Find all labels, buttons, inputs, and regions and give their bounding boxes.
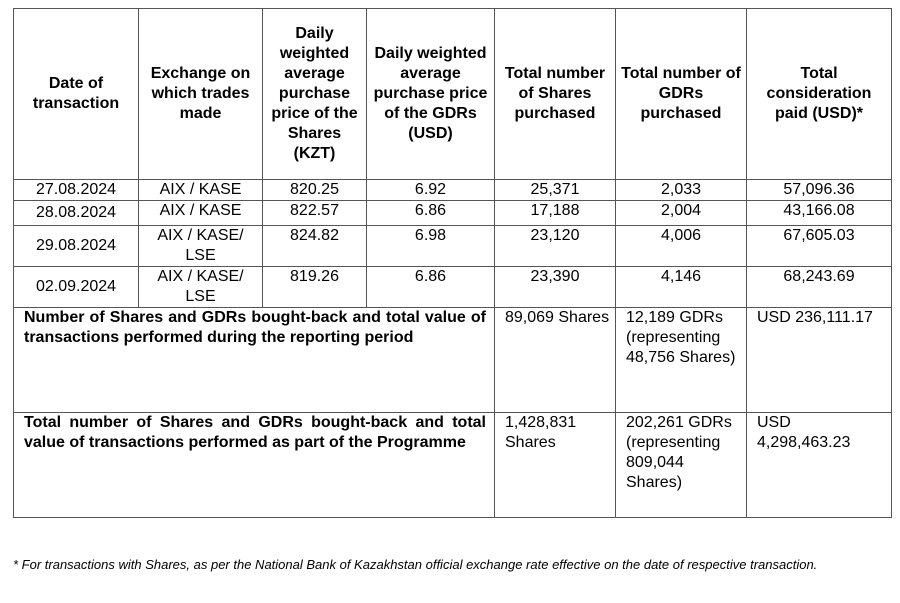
date-cell: 28.08.2024 <box>13 200 139 226</box>
price-shares-cell: 819.26 <box>262 266 367 308</box>
summary-row-programme: Total number of Shares and GDRs bought-b… <box>13 412 892 518</box>
summary-total: USD 4,298,463.23 <box>746 412 892 518</box>
shares-cell: 23,120 <box>494 225 616 267</box>
table-header-row: Date of transaction Exchange on which tr… <box>13 8 892 180</box>
date-cell: 27.08.2024 <box>13 179 139 201</box>
summary-gdrs: 202,261 GDRs (representing 809,044 Share… <box>615 412 747 518</box>
summary-shares: 1,428,831 Shares <box>494 412 616 518</box>
summary-row-reporting-period: Number of Shares and GDRs bought-back an… <box>13 307 892 413</box>
shares-cell: 23,390 <box>494 266 616 308</box>
table-row: 29.08.2024 AIX / KASE/ LSE 824.82 6.98 2… <box>13 225 892 267</box>
price-gdrs-cell: 6.92 <box>366 179 495 201</box>
footnote: * For transactions with Shares, as per t… <box>13 557 818 572</box>
gdrs-cell: 2,033 <box>615 179 747 201</box>
price-shares-cell: 820.25 <box>262 179 367 201</box>
gdrs-cell: 2,004 <box>615 200 747 226</box>
date-cell: 02.09.2024 <box>13 266 139 308</box>
header-date: Date of transaction <box>13 8 139 180</box>
table-row: 28.08.2024 AIX / KASE 822.57 6.86 17,188… <box>13 200 892 226</box>
date-cell: 29.08.2024 <box>13 225 139 267</box>
header-price-shares: Daily weighted average purchase price of… <box>262 8 367 180</box>
shares-cell: 17,188 <box>494 200 616 226</box>
exchange-cell: AIX / KASE/ LSE <box>138 225 263 267</box>
summary-label: Total number of Shares and GDRs bought-b… <box>13 412 495 518</box>
summary-gdrs: 12,189 GDRs (representing 48,756 Shares) <box>615 307 747 413</box>
header-exchange: Exchange on which trades made <box>138 8 263 180</box>
total-cell: 57,096.36 <box>746 179 892 201</box>
summary-label: Number of Shares and GDRs bought-back an… <box>13 307 495 413</box>
price-gdrs-cell: 6.86 <box>366 266 495 308</box>
total-cell: 43,166.08 <box>746 200 892 226</box>
buyback-transactions-table: Date of transaction Exchange on which tr… <box>13 8 892 518</box>
gdrs-cell: 4,146 <box>615 266 747 308</box>
header-total-consideration: Total consideration paid (USD)* <box>746 8 892 180</box>
price-gdrs-cell: 6.98 <box>366 225 495 267</box>
header-price-gdrs: Daily weighted average purchase price of… <box>366 8 495 180</box>
price-shares-cell: 822.57 <box>262 200 367 226</box>
total-cell: 68,243.69 <box>746 266 892 308</box>
exchange-cell: AIX / KASE <box>138 200 263 226</box>
header-total-gdrs: Total number of GDRs purchased <box>615 8 747 180</box>
summary-total: USD 236,111.17 <box>746 307 892 413</box>
exchange-cell: AIX / KASE <box>138 179 263 201</box>
summary-shares: 89,069 Shares <box>494 307 616 413</box>
price-shares-cell: 824.82 <box>262 225 367 267</box>
table-row: 27.08.2024 AIX / KASE 820.25 6.92 25,371… <box>13 179 892 201</box>
gdrs-cell: 4,006 <box>615 225 747 267</box>
shares-cell: 25,371 <box>494 179 616 201</box>
total-cell: 67,605.03 <box>746 225 892 267</box>
header-total-shares: Total number of Shares purchased <box>494 8 616 180</box>
exchange-cell: AIX / KASE/ LSE <box>138 266 263 308</box>
price-gdrs-cell: 6.86 <box>366 200 495 226</box>
table-row: 02.09.2024 AIX / KASE/ LSE 819.26 6.86 2… <box>13 266 892 308</box>
